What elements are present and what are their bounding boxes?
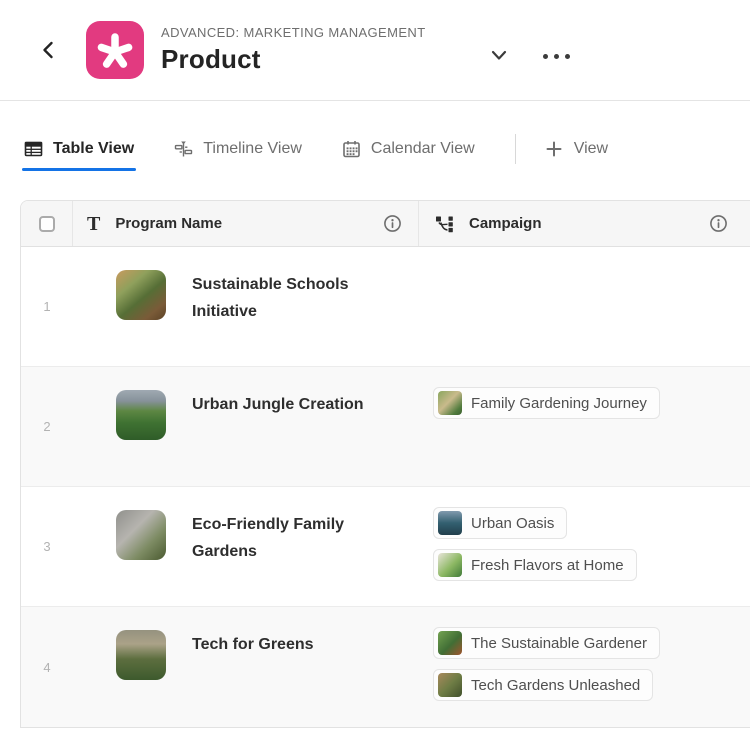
program-thumbnail-image: [116, 630, 166, 680]
tab-label: Table View: [53, 140, 135, 157]
calendar-view-icon: [343, 141, 360, 158]
table-row[interactable]: 3 Eco-Friendly Family Gardens Urban Oasi…: [21, 487, 750, 607]
table-row[interactable]: 4 Tech for Greens The Sustainable Garden…: [21, 607, 750, 727]
asterisk-icon: [97, 33, 133, 68]
campaign-name: Family Gardening Journey: [471, 394, 647, 412]
program-cell: Tech for Greens: [73, 607, 419, 727]
chevron-down-icon: [491, 50, 507, 60]
tab-timeline-view[interactable]: Timeline View: [172, 131, 304, 171]
campaign-thumbnail-image: [438, 391, 462, 415]
column-header-program-name[interactable]: T Program Name: [73, 201, 419, 246]
title-dropdown-button[interactable]: [490, 46, 510, 66]
row-number: 4: [43, 659, 51, 675]
campaign-thumbnail-image: [438, 553, 462, 577]
campaign-thumbnail-image: [438, 631, 462, 655]
campaign-name: The Sustainable Gardener: [471, 634, 647, 652]
back-button[interactable]: [38, 40, 58, 60]
campaign-name: Fresh Flavors at Home: [471, 556, 624, 574]
title-block: ADVANCED: MARKETING MANAGEMENT Product: [161, 25, 426, 75]
program-thumbnail-image: [116, 510, 166, 560]
campaign-chip[interactable]: Tech Gardens Unleashed: [433, 669, 654, 701]
page-header: ADVANCED: MARKETING MANAGEMENT Product: [0, 0, 750, 101]
campaign-chip[interactable]: Fresh Flavors at Home: [433, 549, 637, 581]
timeline-view-icon: [175, 141, 193, 157]
column-header-campaign[interactable]: Campaign: [419, 201, 750, 246]
column-label: Program Name: [115, 215, 223, 232]
campaign-name: Urban Oasis: [471, 514, 555, 532]
program-thumbnail-image: [116, 270, 166, 320]
campaign-cell: Family Gardening Journey: [419, 367, 750, 486]
campaign-thumbnail-image: [438, 511, 462, 535]
dot-icon: [543, 54, 548, 59]
row-number: 3: [43, 539, 51, 554]
more-options-button[interactable]: [543, 54, 570, 59]
campaign-chip[interactable]: The Sustainable Gardener: [433, 627, 660, 659]
add-view-button[interactable]: View: [546, 140, 608, 162]
row-number: 1: [43, 299, 51, 314]
program-cell: Eco-Friendly Family Gardens: [73, 487, 419, 606]
program-cell: Urban Jungle Creation: [73, 367, 419, 486]
select-all-checkbox[interactable]: [38, 215, 55, 232]
view-tabs: Table View Timeline View: [22, 131, 750, 171]
dot-icon: [565, 54, 570, 59]
program-name: Eco-Friendly Family Gardens: [192, 516, 345, 560]
info-icon[interactable]: [709, 214, 728, 233]
table-row[interactable]: 1 Sustainable Schools Initiative: [21, 247, 750, 367]
table-header-row: T Program Name: [21, 201, 750, 247]
campaign-cell: The Sustainable Gardener Tech Gardens Un…: [419, 607, 750, 727]
page-title: Product: [161, 44, 261, 74]
add-view-label: View: [573, 140, 609, 157]
program-name: Urban Jungle Creation: [192, 396, 364, 413]
column-label: Campaign: [469, 215, 542, 232]
campaign-name: Tech Gardens Unleashed: [471, 676, 641, 694]
program-name: Sustainable Schools Initiative: [192, 276, 349, 320]
select-all-cell: [21, 201, 73, 246]
row-number: 2: [43, 419, 51, 434]
table-row[interactable]: 2 Urban Jungle Creation Family Gardening…: [21, 367, 750, 487]
dot-icon: [554, 54, 559, 59]
campaign-thumbnail-image: [438, 673, 462, 697]
campaign-chip[interactable]: Urban Oasis: [433, 507, 568, 539]
tab-table-view[interactable]: Table View: [22, 131, 137, 171]
lookup-icon: [436, 216, 453, 232]
tab-label: Calendar View: [370, 140, 475, 157]
record-type-eyebrow: ADVANCED: MARKETING MANAGEMENT: [161, 25, 426, 40]
plus-icon: [546, 141, 562, 157]
info-icon[interactable]: [383, 214, 402, 233]
chevron-left-icon: [43, 41, 53, 59]
program-cell: Sustainable Schools Initiative: [73, 247, 419, 366]
tab-calendar-view[interactable]: Calendar View: [340, 131, 477, 171]
campaign-cell: Urban Oasis Fresh Flavors at Home: [419, 487, 750, 606]
table-view-icon: [24, 141, 43, 157]
program-thumbnail-image: [116, 390, 166, 440]
tab-label: Timeline View: [203, 140, 302, 157]
campaign-cell: [419, 247, 750, 366]
program-name: Tech for Greens: [192, 636, 314, 653]
tabs-divider: [514, 134, 516, 164]
campaign-chip[interactable]: Family Gardening Journey: [433, 387, 660, 419]
workfront-logo: [86, 21, 144, 79]
records-table: T Program Name: [20, 200, 750, 728]
text-type-icon: T: [87, 212, 101, 235]
